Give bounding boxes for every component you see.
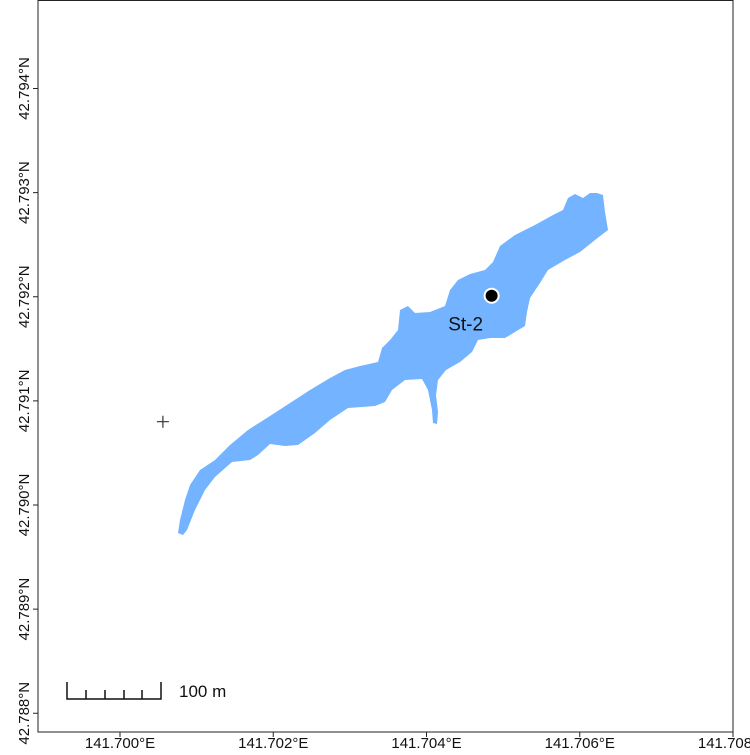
x-tick-label: 141.708°E xyxy=(698,735,750,750)
x-tick-label: 141.702°E xyxy=(238,735,308,750)
y-tick-label: 42.792°N xyxy=(16,265,33,328)
x-tick-label: 141.704°E xyxy=(391,735,461,750)
x-tick-label: 141.706°E xyxy=(545,735,615,750)
x-tick-label: 141.700°E xyxy=(85,735,155,750)
y-tick-label: 42.794°N xyxy=(16,57,33,120)
station-point xyxy=(483,287,500,304)
scale-bar xyxy=(66,682,162,700)
lake xyxy=(178,193,608,535)
map-frame xyxy=(37,0,734,733)
cross-marker xyxy=(156,415,169,428)
y-tick-label: 42.790°N xyxy=(16,474,33,537)
y-tick-label: 42.788°N xyxy=(16,682,33,745)
y-tick-label: 42.791°N xyxy=(16,370,33,433)
y-tick-label: 42.789°N xyxy=(16,578,33,641)
station-label: St-2 xyxy=(448,315,483,336)
y-tick-label: 42.793°N xyxy=(16,161,33,224)
scale-label: 100 m xyxy=(179,682,226,701)
